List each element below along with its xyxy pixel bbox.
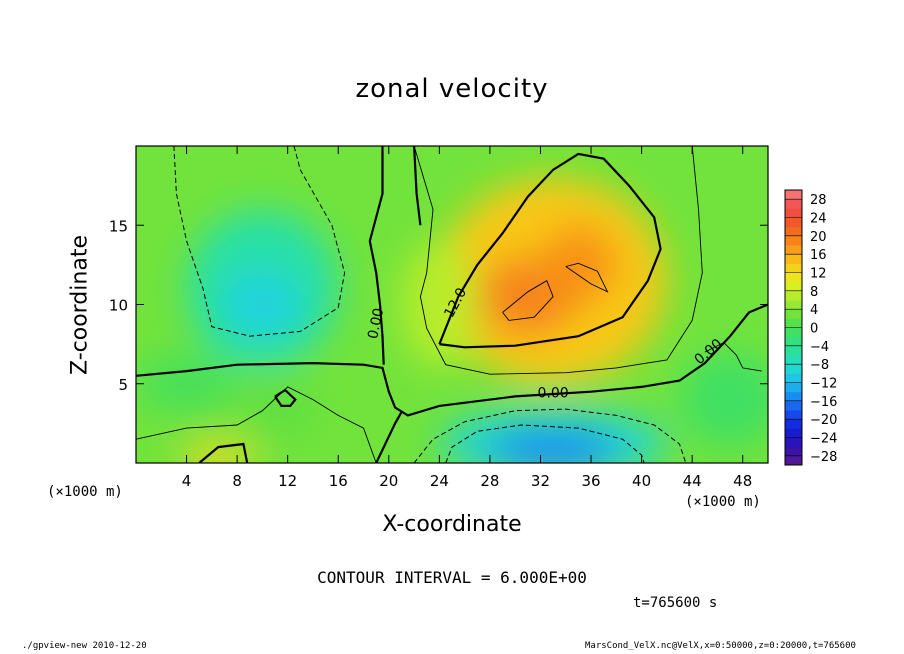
colorbar-segment	[785, 400, 802, 411]
colorbar-tick-label: 8	[810, 285, 818, 300]
x-tick-label: 20	[379, 472, 398, 490]
colorbar-segment	[785, 254, 802, 264]
contour-line	[413, 146, 422, 226]
x-tick-label: 32	[531, 472, 550, 490]
chart-title: zonal velocity	[355, 74, 549, 104]
x-tick-label: 48	[733, 472, 752, 490]
colorbar-tick-label: −24	[810, 432, 837, 447]
colorbar-segment	[785, 455, 802, 466]
colorbar-tick-label: 12	[810, 267, 827, 282]
colorbar-tick-label: −8	[810, 358, 829, 373]
colorbar-segment	[785, 336, 802, 347]
colorbar-segment	[785, 245, 802, 255]
colorbar-tick-label: 28	[810, 193, 827, 208]
colorbar-tick-label: −4	[810, 340, 829, 355]
colorbar-segment	[785, 208, 802, 218]
colorbar-segment	[785, 355, 802, 365]
contour-line	[274, 388, 297, 407]
colorbar-segment	[785, 428, 802, 438]
colorbar-tick-label: 20	[810, 230, 827, 245]
field-blob	[489, 429, 617, 463]
y-tick-label: 15	[109, 217, 128, 235]
x-tick-label: 12	[278, 472, 297, 490]
colorbar-segment	[785, 309, 802, 319]
colorbar-segment	[785, 190, 802, 200]
colorbar-segment	[785, 382, 802, 393]
x-tick-label: 40	[632, 472, 651, 490]
x-tick-label: 24	[430, 472, 449, 490]
colorbar-tick-label: 4	[810, 303, 818, 318]
colorbar-segment	[785, 263, 802, 273]
field-blob	[540, 225, 617, 305]
colorbar-segment	[785, 437, 802, 448]
contour-line	[413, 146, 703, 375]
contour-line	[565, 262, 609, 293]
x-axis-ticks: 4 8 12 16 20 24 28 32 36 40 44 48	[182, 146, 752, 490]
field-blob	[679, 352, 768, 448]
colorbar-segment	[785, 235, 802, 246]
footer-left: ./gpview-new 2010-12-20	[22, 641, 147, 651]
field-blob	[401, 241, 478, 368]
x-tick-label: 8	[232, 472, 242, 490]
x-tick-label: 28	[480, 472, 499, 490]
contour-line	[136, 386, 377, 463]
contour-line	[502, 280, 554, 321]
y-axis-label: Z-coordinate	[67, 235, 93, 375]
field-blob	[243, 375, 320, 440]
y-axis-ticks: 5 10 15	[109, 217, 768, 394]
colorbar-segment	[785, 446, 802, 457]
colorbar-segment	[785, 373, 802, 383]
x-tick-label: 16	[329, 472, 348, 490]
contour-line	[413, 408, 687, 463]
velocity-field	[136, 146, 768, 463]
colorbar-segment	[785, 217, 802, 228]
colorbar-tick-label: −20	[810, 413, 837, 428]
footer-right: MarsCond_VelX.nc@VelX,x=0:50000,z=0:2000…	[585, 641, 856, 651]
colorbar-tick-label: 24	[810, 212, 827, 227]
time-label: t=765600 s	[633, 595, 718, 611]
contour-line	[198, 442, 249, 463]
contour-line	[173, 146, 346, 337]
contour-line	[136, 303, 768, 417]
contour-lines	[136, 146, 768, 463]
field-blob	[224, 272, 301, 337]
colorbar-segment	[785, 391, 802, 402]
colorbar-segment	[785, 226, 802, 237]
contour-interval-note: CONTOUR INTERVAL = 6.000E+00	[317, 568, 587, 587]
colorbar-segment	[785, 419, 802, 429]
x-axis-unit-right: (×1000 m)	[685, 494, 761, 510]
x-axis-label: X-coordinate	[382, 512, 522, 537]
colorbar-segment	[785, 318, 802, 328]
contour-label: 0.00	[365, 307, 387, 341]
y-tick-label: 5	[118, 376, 128, 394]
colorbar-tick-label: −16	[810, 395, 837, 410]
colorbar-segment	[785, 345, 802, 356]
y-tick-label: 10	[109, 297, 128, 315]
colorbar-segment	[785, 290, 802, 301]
colorbar: 28 24 20 16 12 8 4 0 −4 −8 −12 −16 −20 −24 −28	[784, 189, 837, 466]
colorbar-segment	[785, 327, 802, 338]
contour-line	[375, 411, 403, 463]
x-tick-label: 44	[683, 472, 702, 490]
colorbar-segment	[785, 300, 802, 310]
contour-label: 0.00	[538, 385, 569, 401]
colorbar-tick-label: 16	[810, 248, 827, 263]
colorbar-segment	[785, 410, 802, 420]
contour-line	[368, 146, 385, 365]
contour-line	[438, 152, 662, 349]
colorbar-segment	[785, 281, 802, 292]
field-blob	[136, 352, 238, 416]
colorbar-tick-label: 0	[810, 322, 818, 337]
x-axis-unit-left: (×1000 m)	[47, 484, 123, 500]
colorbar-tick-label: −28	[810, 450, 837, 465]
contour-line	[704, 341, 762, 372]
contour-line	[445, 424, 645, 463]
colorbar-segment	[785, 364, 802, 374]
x-tick-label: 4	[182, 472, 192, 490]
colorbar-segment	[785, 272, 802, 283]
x-tick-label: 36	[581, 472, 600, 490]
colorbar-tick-label: −12	[810, 377, 837, 392]
colorbar-segment	[785, 199, 802, 209]
